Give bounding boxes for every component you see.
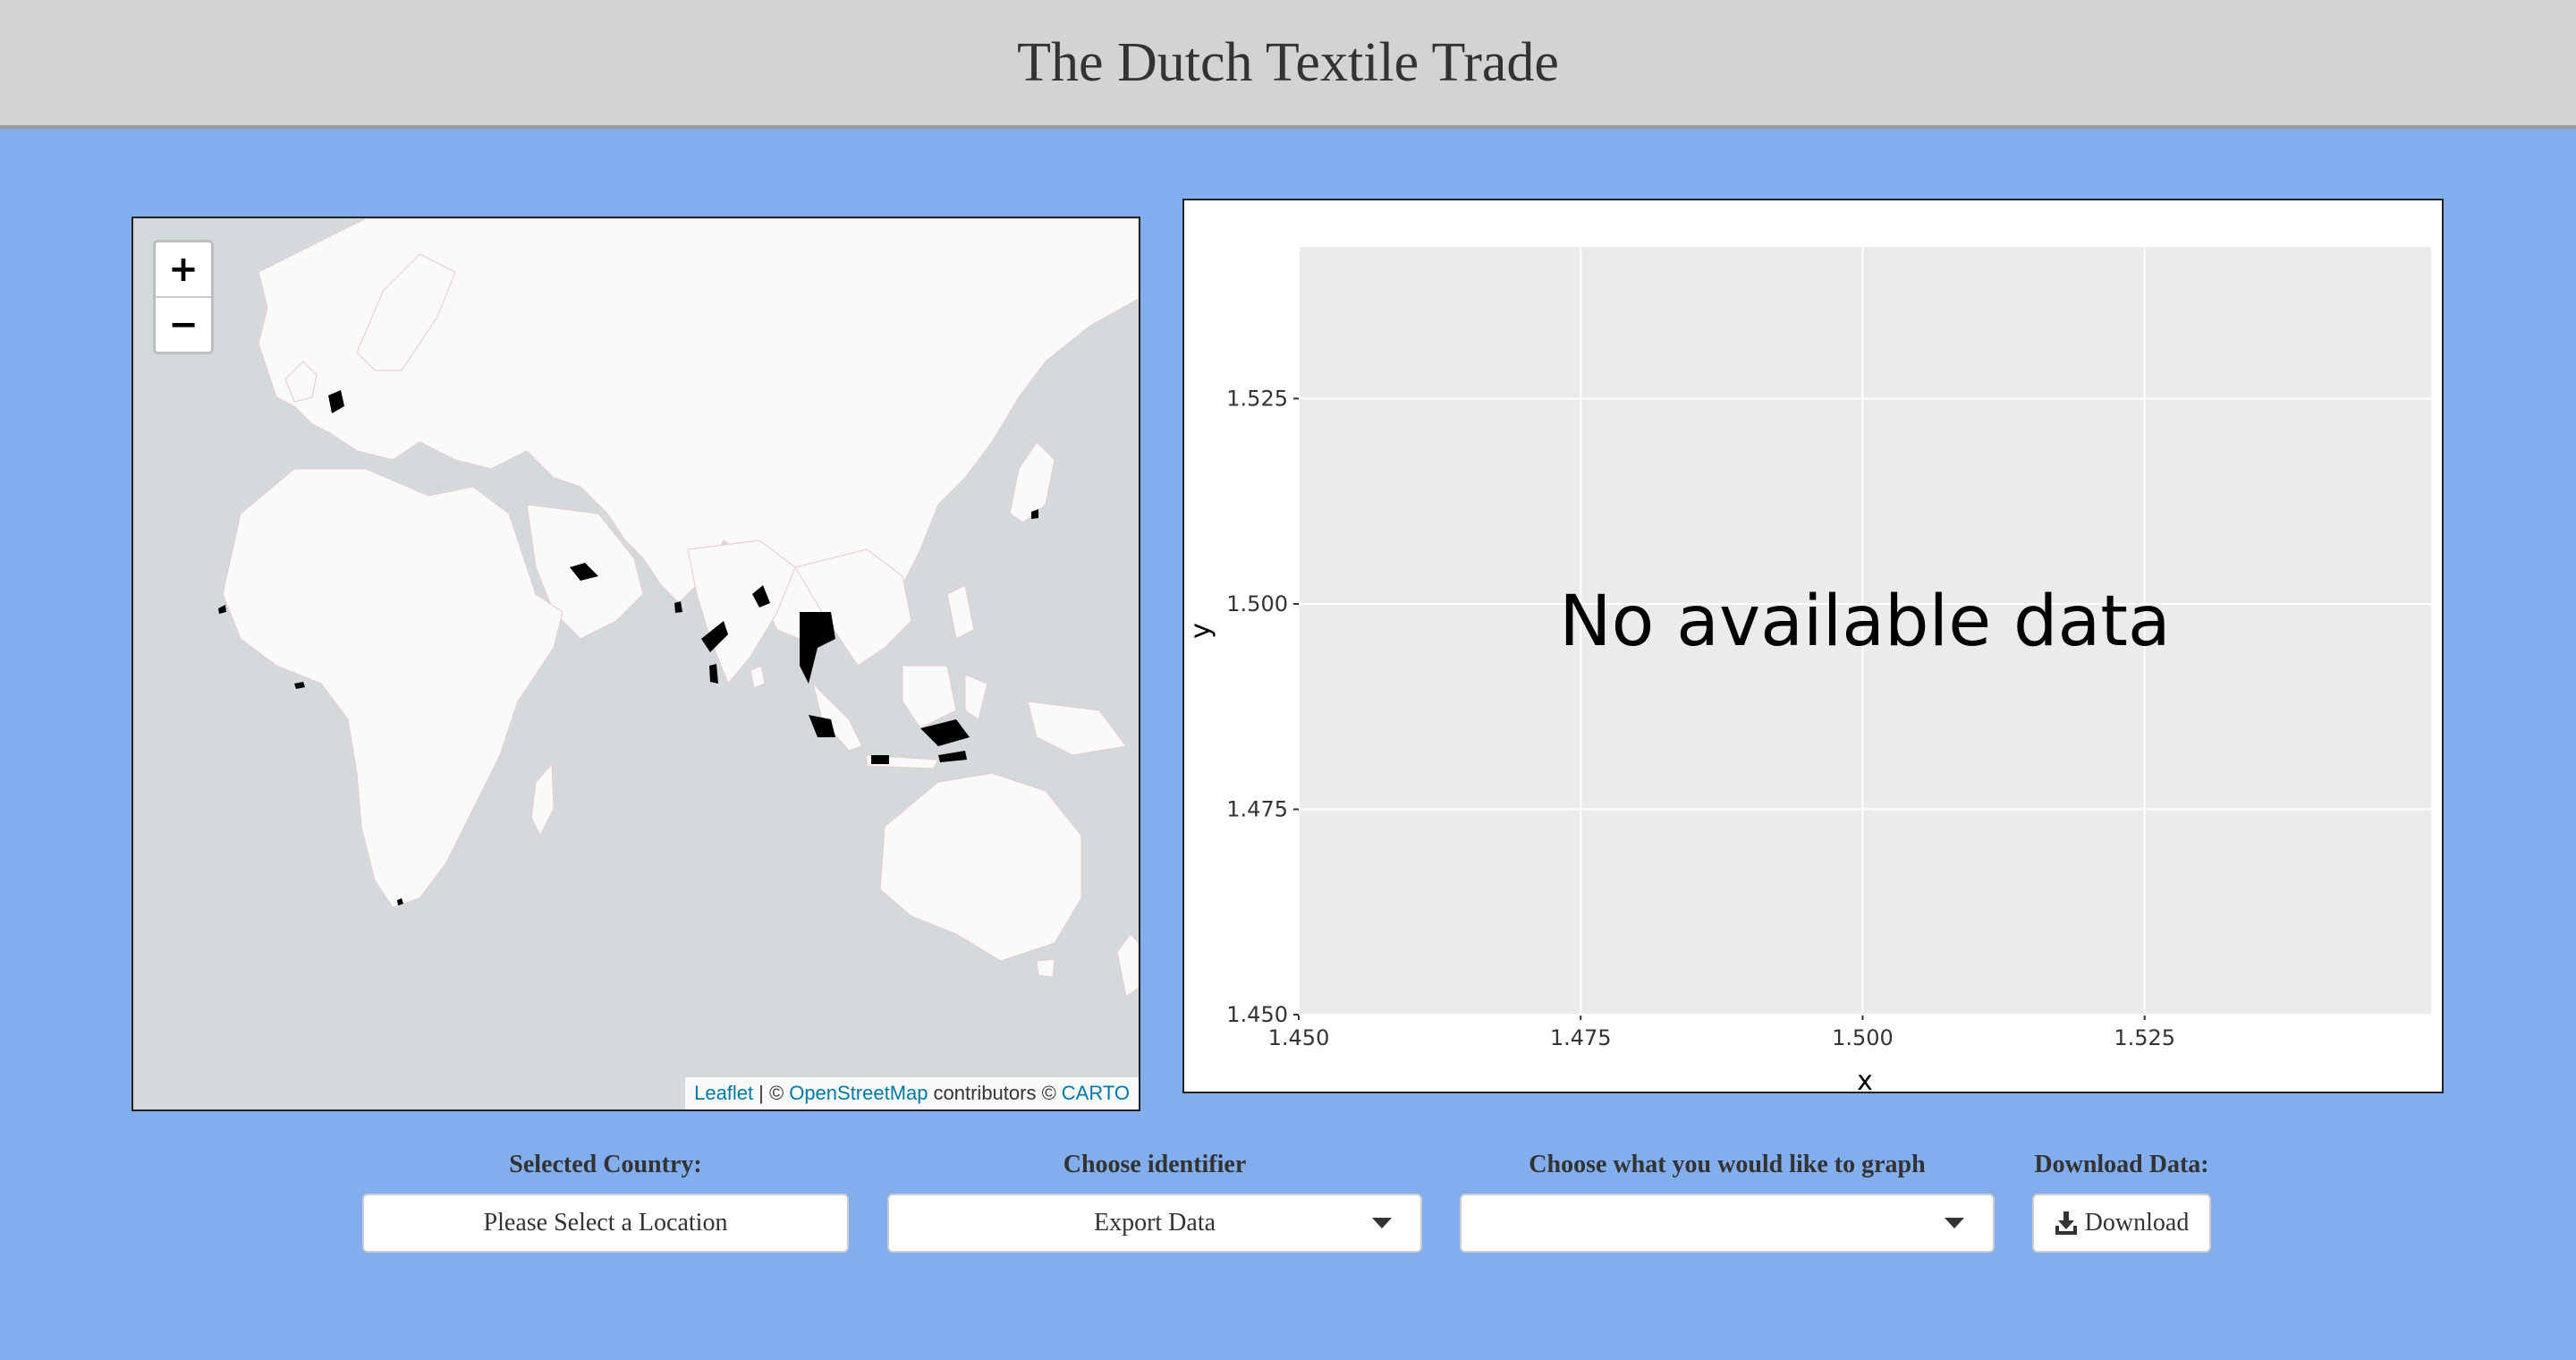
- y-tick-label: 1.475: [1226, 796, 1288, 821]
- highlight-coromandel: [701, 621, 728, 652]
- attribution-contributors: contributors ©: [933, 1082, 1056, 1104]
- tasmania: [1036, 958, 1055, 978]
- x-tick-label: 1.525: [2114, 1025, 2175, 1050]
- plot-background: [1299, 247, 2431, 1015]
- x-axis-label: x: [1857, 1066, 1873, 1092]
- selected-country-display: Please Select a Location: [362, 1194, 849, 1253]
- y-tick-label: 1.450: [1226, 1002, 1288, 1027]
- philippines: [946, 584, 975, 640]
- highlight-japan: [1031, 509, 1038, 519]
- x-tick-label: 1.500: [1832, 1025, 1894, 1050]
- africa: [222, 468, 564, 908]
- world-map[interactable]: [133, 218, 1139, 1109]
- highlight-west-africa: [218, 605, 226, 614]
- download-icon: [2055, 1211, 2077, 1235]
- zoom-in-button[interactable]: +: [156, 242, 211, 298]
- sulawesi: [964, 674, 988, 720]
- sumatra: [812, 682, 863, 752]
- identifier-select[interactable]: Export Data: [887, 1194, 1422, 1253]
- new-zealand: [1116, 933, 1139, 998]
- eurasia-landmass: [258, 218, 1139, 640]
- osm-link[interactable]: OpenStreetMap: [789, 1082, 928, 1104]
- y-tick-label: 1.525: [1226, 386, 1288, 411]
- map-attribution: Leaflet | © OpenStreetMap contributors ©…: [685, 1077, 1139, 1109]
- app-header: The Dutch Textile Trade: [0, 0, 2576, 129]
- madagascar: [530, 762, 555, 837]
- x-tick-label: 1.475: [1550, 1025, 1612, 1050]
- scandinavia: [356, 253, 456, 371]
- graph-label: Choose what you would like to graph: [1529, 1151, 1926, 1178]
- zoom-out-button[interactable]: −: [156, 298, 211, 352]
- uk: [284, 361, 318, 403]
- identifier-label: Choose identifier: [1063, 1151, 1247, 1178]
- highlight-cape: [397, 898, 403, 905]
- highlight-gulf: [570, 563, 598, 581]
- selected-country-value: Please Select a Location: [483, 1209, 728, 1237]
- download-button-label: Download: [2084, 1209, 2190, 1237]
- highlight-netherlands: [328, 390, 344, 413]
- highlight-moluccas: [920, 719, 970, 746]
- highlight-siam: [800, 612, 835, 684]
- new-guinea: [1027, 701, 1127, 756]
- chevron-down-icon: [1945, 1218, 1964, 1228]
- graph-select[interactable]: [1460, 1194, 1995, 1253]
- highlight-gujarat: [674, 601, 682, 613]
- highlight-ceylon: [709, 664, 718, 684]
- japan: [1009, 441, 1055, 523]
- attribution-separator: | ©: [758, 1082, 784, 1104]
- selected-country-label: Selected Country:: [509, 1151, 702, 1178]
- highlight-sumatra: [809, 715, 835, 737]
- australia: [879, 772, 1082, 962]
- highlight-java: [871, 755, 889, 764]
- carto-link[interactable]: CARTO: [1061, 1082, 1130, 1104]
- download-button[interactable]: Download: [2032, 1194, 2211, 1253]
- sri-lanka: [750, 665, 766, 689]
- zoom-control: + −: [153, 240, 214, 354]
- download-label: Download Data:: [2034, 1151, 2209, 1178]
- highlight-gold-coast: [294, 682, 305, 689]
- borneo: [902, 665, 957, 729]
- chevron-down-icon: [1372, 1218, 1392, 1228]
- no-data-message: No available data: [1559, 582, 2170, 662]
- page-title: The Dutch Textile Trade: [1017, 31, 1559, 93]
- identifier-selected-value: Export Data: [1093, 1209, 1216, 1237]
- x-tick-label: 1.450: [1268, 1025, 1330, 1050]
- y-axis-label: y: [1185, 623, 1216, 639]
- highlight-timor: [938, 751, 967, 762]
- map-panel[interactable]: + − Leaflet | © OpenStreetMap contributo…: [131, 217, 1140, 1111]
- y-tick-label: 1.500: [1226, 591, 1288, 616]
- leaflet-link[interactable]: Leaflet: [694, 1082, 754, 1104]
- plot-panel: 1.450 1.475 1.500 1.525 1.450 1.475 1.500 1.525…: [1182, 199, 2444, 1093]
- empty-plot: 1.450 1.475 1.500 1.525 1.450 1.475 1.500 1.525…: [1185, 247, 2431, 1092]
- highlight-bengal: [752, 585, 770, 608]
